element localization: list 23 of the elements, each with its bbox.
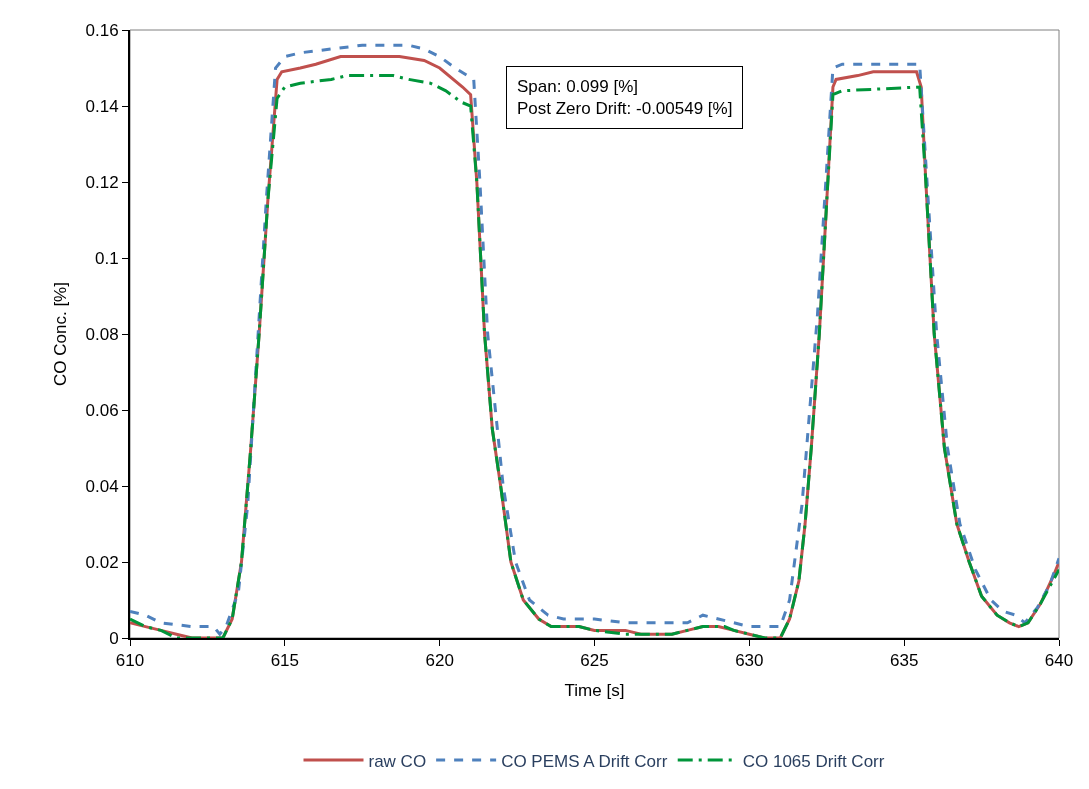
x-tick-label: 630	[735, 651, 764, 671]
legend-label: CO PEMS A Drift Corr	[501, 751, 668, 771]
y-tick-label: 0.1	[94, 248, 119, 268]
y-tick-label: 0.04	[85, 476, 119, 496]
annotation: Span: 0.099 [%]	[517, 77, 638, 96]
x-tick-label: 625	[580, 651, 609, 671]
y-tick-label: 0.08	[85, 324, 119, 344]
legend-label: CO 1065 Drift Corr	[742, 751, 885, 771]
x-tick-label: 615	[270, 651, 300, 671]
x-tick-label: 635	[889, 651, 919, 671]
x-tick-label: 620	[425, 651, 454, 671]
y-tick-label: 0	[109, 628, 119, 648]
y-tick-label: 0.02	[85, 552, 119, 572]
y-tick-label: 0.12	[85, 172, 119, 192]
x-tick-label: 640	[1044, 651, 1074, 671]
x-axis-title: Time [s]	[564, 681, 625, 701]
y-tick-label: 0.14	[85, 96, 119, 116]
y-tick-label: 0.06	[85, 400, 119, 420]
y-tick-label: 0.16	[85, 20, 119, 40]
annotation: Post Zero Drift: -0.00549 [%]	[517, 99, 733, 119]
legend-label: raw CO	[368, 751, 427, 771]
y-axis-title: CO Conc. [%]	[50, 282, 70, 386]
x-tick-label: 610	[115, 651, 145, 671]
